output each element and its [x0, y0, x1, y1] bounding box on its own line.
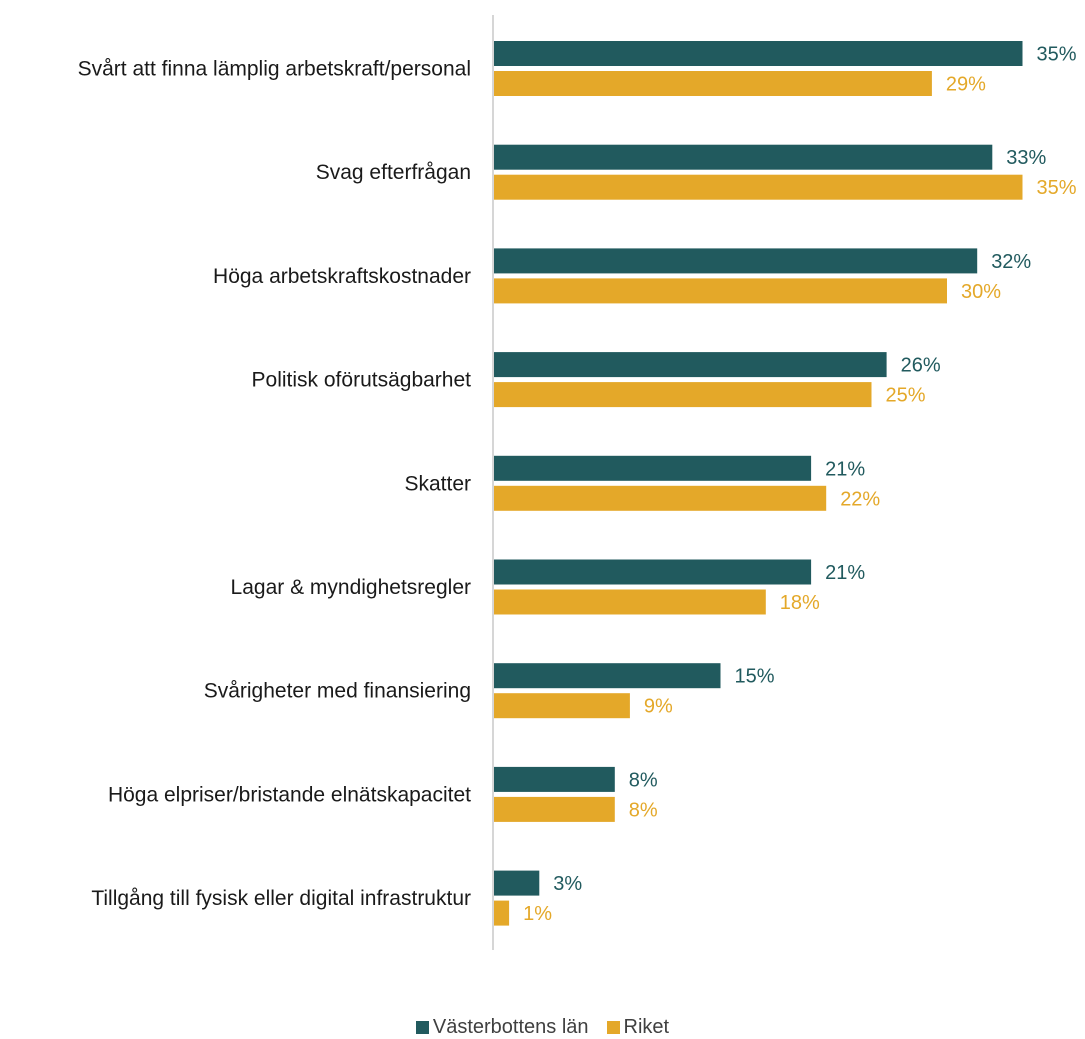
bar-series-1	[494, 144, 993, 170]
category-label: Skatter	[404, 472, 471, 495]
data-label-series-2: 29%	[946, 74, 986, 96]
data-label-series-1: 32%	[991, 251, 1031, 273]
bar-series-2	[494, 71, 932, 96]
data-label-series-2: 35%	[1037, 177, 1077, 199]
data-label-series-2: 8%	[629, 799, 658, 821]
bar-series-1	[494, 352, 887, 378]
category-label: Lagar & myndighetsregler	[231, 576, 471, 599]
data-label-series-1: 26%	[901, 355, 941, 377]
category-label: Svag efterfrågan	[316, 161, 471, 184]
bar-series-1	[494, 455, 812, 481]
bar-series-2	[494, 589, 766, 615]
data-label-series-2: 25%	[886, 385, 926, 407]
bar-series-2	[494, 174, 1023, 200]
data-label-series-1: 35%	[1037, 44, 1077, 66]
data-label-series-1: 21%	[825, 562, 865, 584]
legend-label-series-2: Riket	[623, 1016, 670, 1038]
legend-swatch-series-1	[415, 1021, 429, 1034]
data-label-series-1: 21%	[825, 458, 865, 480]
bars	[494, 41, 1023, 926]
bar-series-2	[494, 900, 510, 926]
category-label: Höga arbetskraftskostnader	[213, 265, 471, 288]
category-label: Svårigheter med finansiering	[204, 680, 471, 703]
data-label-series-2: 30%	[961, 281, 1001, 303]
category-labels: Svårt att finna lämplig arbetskraft/pers…	[78, 58, 472, 911]
category-label: Svårt att finna lämplig arbetskraft/pers…	[78, 58, 471, 81]
bar-series-1	[494, 870, 540, 896]
bar-series-2	[494, 382, 872, 408]
legend-item-series-2: Riket	[606, 1016, 670, 1039]
category-label: Politisk oförutsägbarhet	[252, 369, 472, 392]
category-label: Tillgång till fysisk eller digital infra…	[91, 887, 471, 910]
bar-series-1	[494, 663, 721, 689]
legend: Västerbottens län Riket	[0, 1016, 1085, 1039]
category-label: Höga elpriser/bristande elnätskapacitet	[108, 783, 471, 806]
legend-item-series-1: Västerbottens län	[415, 1016, 589, 1039]
data-label-series-2: 9%	[644, 696, 673, 718]
bar-series-1	[494, 41, 1023, 66]
data-label-series-2: 22%	[840, 488, 880, 510]
bar-series-2	[494, 278, 947, 304]
bar-series-2	[494, 693, 630, 719]
data-label-series-1: 8%	[629, 769, 658, 791]
bar-series-1	[494, 766, 615, 792]
legend-label-series-1: Västerbottens län	[432, 1016, 589, 1038]
data-label-series-1: 33%	[1006, 147, 1046, 169]
bar-series-1	[494, 248, 978, 274]
bar-series-2	[494, 796, 615, 822]
legend-swatch-series-2	[606, 1021, 620, 1034]
bar-series-1	[494, 559, 812, 585]
data-label-series-2: 1%	[523, 903, 552, 925]
data-label-series-1: 3%	[553, 873, 582, 895]
data-labels: 35%29%33%35%32%30%26%25%21%22%21%18%15%9…	[523, 44, 1077, 926]
data-label-series-2: 18%	[780, 592, 820, 614]
data-label-series-1: 15%	[735, 666, 775, 688]
bar-series-2	[494, 485, 827, 511]
